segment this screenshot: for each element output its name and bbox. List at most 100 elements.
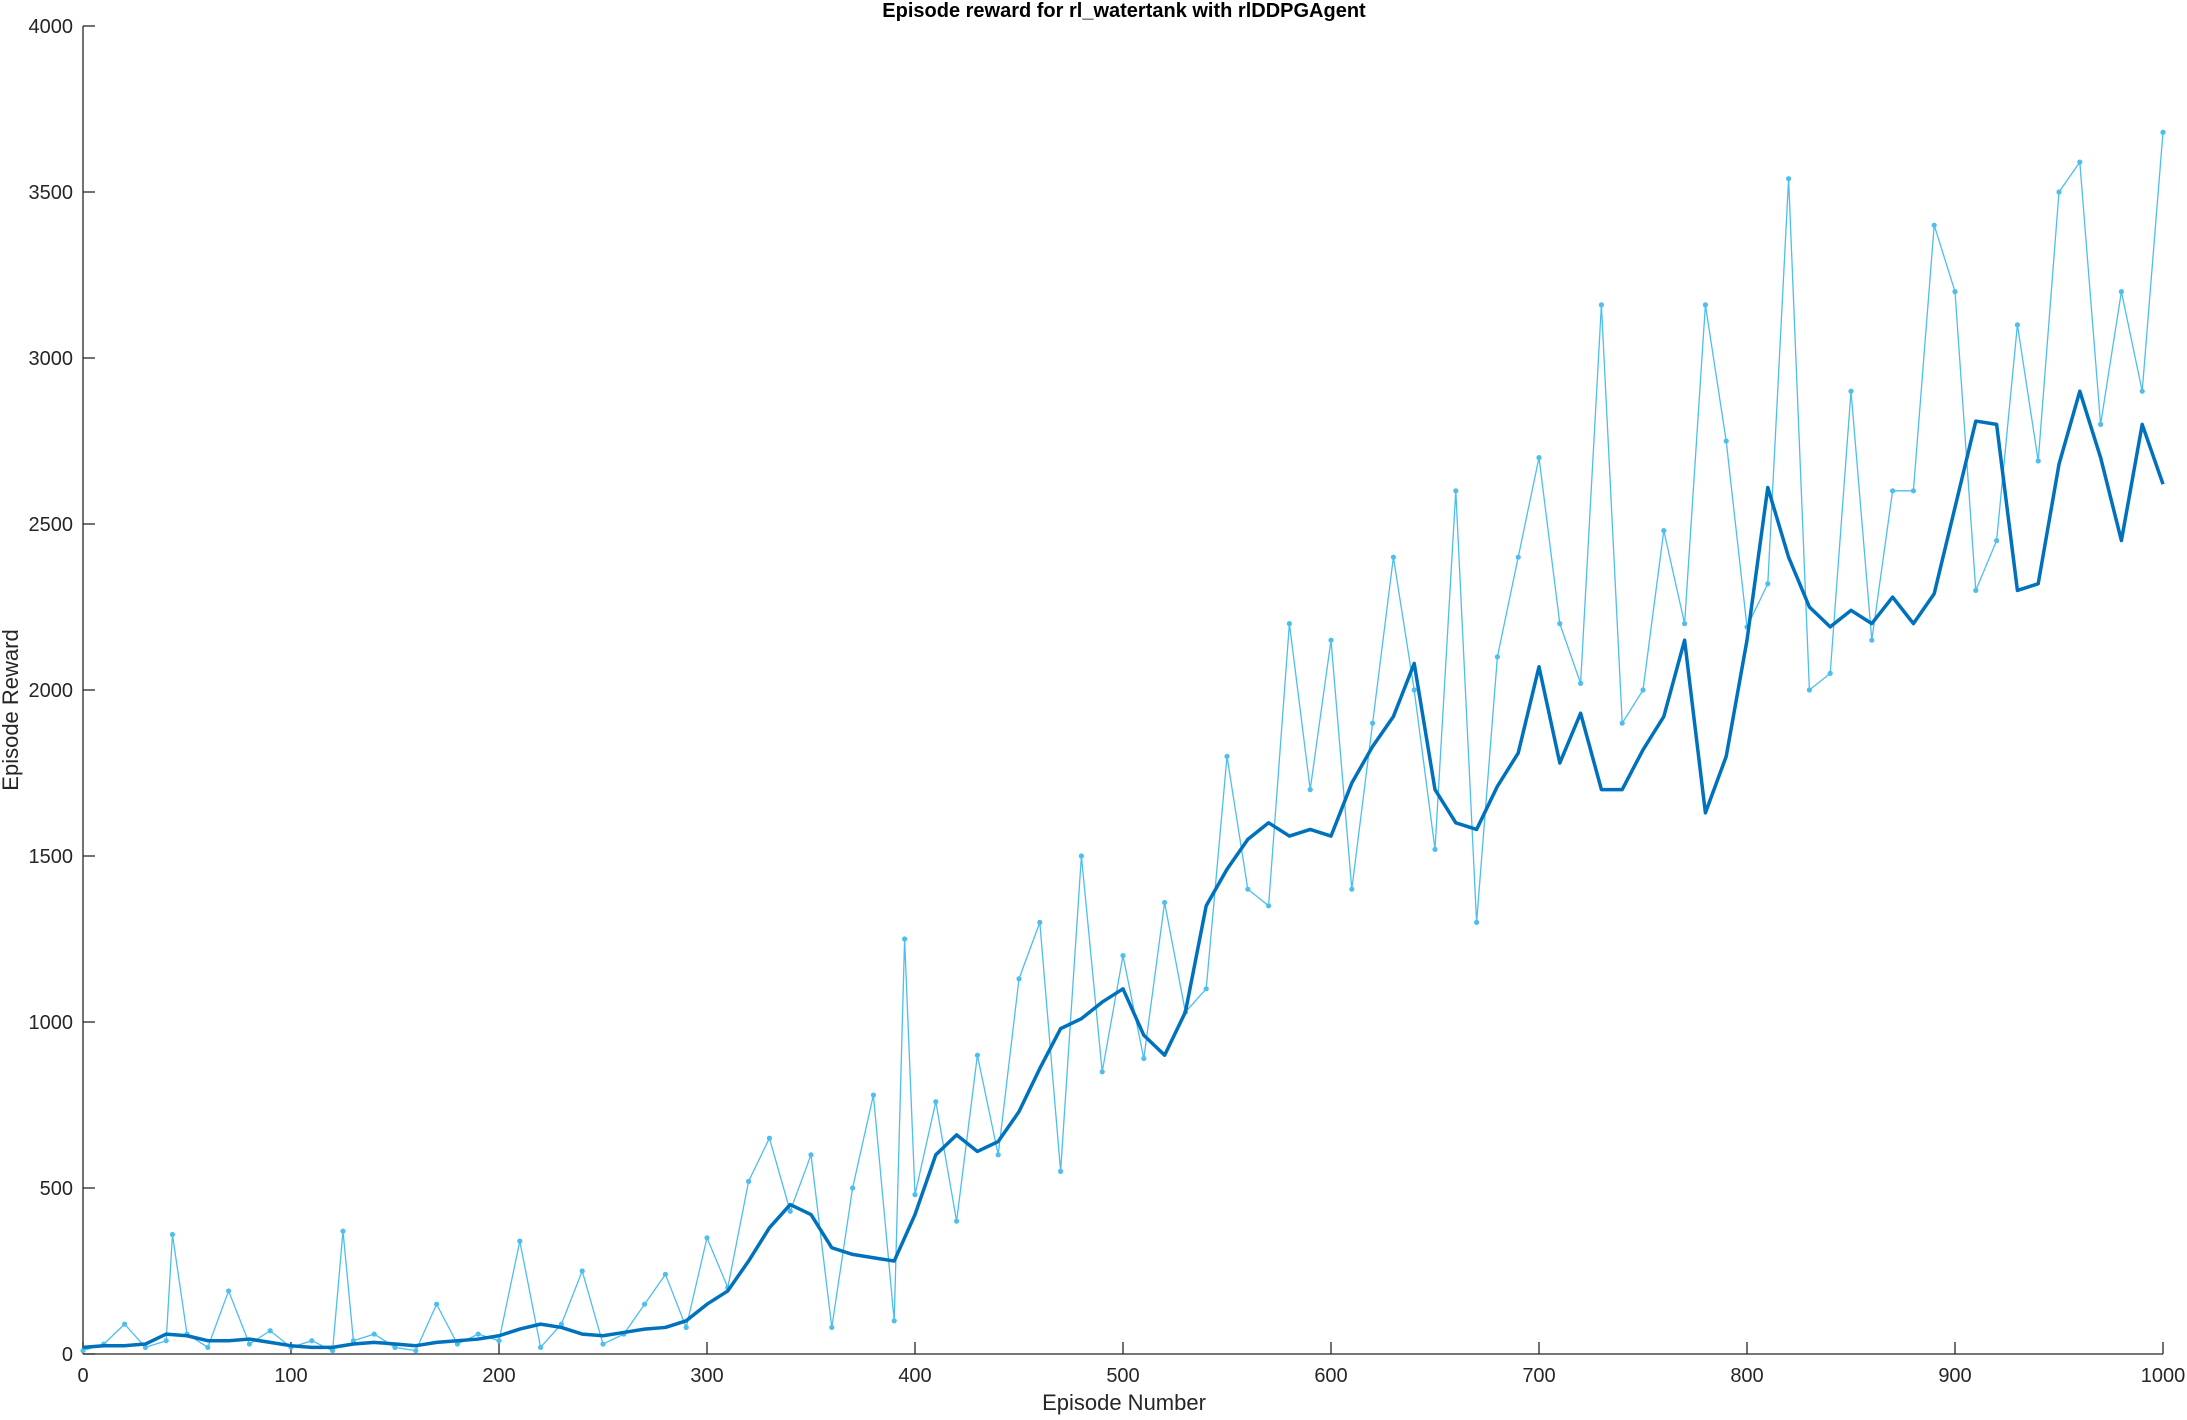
episode-reward-point (1536, 455, 1542, 461)
episode-reward-point (1058, 1168, 1064, 1174)
episode-reward-line (82, 132, 2164, 1352)
y-tick-label: 1500 (29, 846, 74, 868)
y-axis-label: Episode Reward (0, 629, 23, 790)
episode-reward-point (1141, 1055, 1147, 1062)
episode-reward-point (1328, 637, 1334, 643)
episode-reward-point (902, 936, 908, 942)
episode-reward-point (340, 1228, 346, 1234)
episode-reward-point (746, 1178, 752, 1184)
episode-reward-point (974, 1052, 981, 1058)
episode-reward-point (1494, 654, 1500, 660)
episode-reward-point (2160, 129, 2166, 135)
episode-reward-point (1224, 753, 1230, 760)
episode-reward-point (1598, 302, 1604, 308)
series-episode-reward (80, 129, 2166, 1354)
episode-reward-point (1016, 976, 1022, 982)
episode-reward-point (642, 1301, 648, 1307)
episode-reward-point (1349, 886, 1355, 892)
episode-reward-point (1661, 528, 1667, 534)
episode-reward-point (808, 1152, 814, 1158)
episode-reward-point (954, 1218, 960, 1224)
episode-reward-point (1994, 538, 2000, 544)
episode-reward-point (1848, 388, 1854, 394)
x-tick-label: 300 (690, 1365, 723, 1387)
chart-title: Episode reward for rl_watertank with rlD… (882, 0, 1366, 22)
episode-reward-point (475, 1331, 481, 1337)
x-tick-label: 500 (1106, 1365, 1139, 1387)
episode-reward-point (933, 1099, 939, 1105)
episode-reward-point (600, 1341, 606, 1347)
episode-reward-point (1286, 621, 1292, 627)
episode-reward-point (579, 1268, 585, 1274)
episode-reward-point (413, 1348, 419, 1354)
y-tick-label: 0 (62, 1344, 73, 1366)
episode-reward-point (434, 1301, 440, 1307)
episode-reward-point (995, 1152, 1001, 1158)
episode-reward-point (169, 1231, 176, 1238)
x-tick-label: 1000 (2141, 1365, 2186, 1387)
episode-reward-point (1515, 554, 1521, 560)
episode-reward-point (1640, 687, 1646, 693)
x-tick-label: 200 (482, 1365, 515, 1387)
episode-reward-point (1578, 680, 1584, 686)
x-tick-label: 900 (1938, 1365, 1971, 1387)
episode-reward-point (267, 1328, 273, 1334)
episode-reward-point (787, 1208, 793, 1214)
episode-reward-point (1765, 581, 1771, 587)
episode-reward-point (1890, 488, 1896, 494)
episode-reward-point (142, 1344, 148, 1350)
episode-reward-point (330, 1348, 336, 1354)
episode-reward-point (1078, 853, 1084, 859)
episode-reward-point (1952, 289, 1958, 295)
episode-reward-point (2139, 388, 2145, 394)
episode-reward-point (891, 1318, 897, 1324)
episode-reward-point (1827, 670, 1833, 677)
episode-reward-point (1390, 554, 1396, 560)
episode-reward-point (2056, 189, 2062, 195)
episode-reward-point (1370, 720, 1376, 726)
episode-reward-point (392, 1344, 398, 1350)
episode-reward-point (163, 1338, 169, 1344)
episode-reward-point (1474, 919, 1480, 926)
episode-reward-point (1203, 986, 1209, 992)
episode-reward-point (454, 1341, 460, 1347)
x-tick-label: 0 (77, 1365, 88, 1387)
episode-reward-point (2035, 458, 2041, 464)
episode-reward-point (766, 1135, 773, 1141)
episode-reward-point (1910, 488, 1916, 494)
episode-reward-point (1619, 720, 1625, 726)
y-tick-label: 3500 (29, 182, 74, 204)
average-reward-line (82, 389, 2165, 1350)
y-tick-label: 3000 (29, 348, 74, 370)
episode-reward-point (80, 1348, 86, 1354)
episode-reward-point (517, 1238, 523, 1244)
episode-reward-point (1432, 846, 1438, 852)
x-axis-label: Episode Number (1042, 1390, 1206, 1415)
x-tick-label: 100 (274, 1365, 307, 1387)
episode-reward-point (122, 1321, 128, 1327)
episode-reward-point (1162, 899, 1168, 906)
y-tick-label: 2000 (29, 680, 74, 702)
y-tick-label: 2500 (29, 514, 74, 536)
episode-reward-point (371, 1331, 377, 1337)
episode-reward-point (1099, 1069, 1105, 1075)
episode-reward-point (538, 1344, 544, 1350)
episode-reward-point (1307, 787, 1313, 793)
episode-reward-point (2098, 421, 2104, 427)
x-tick-label: 400 (898, 1365, 931, 1387)
episode-reward-point (2014, 322, 2020, 328)
episode-reward-point (1411, 687, 1417, 693)
episode-reward-point (870, 1092, 877, 1098)
axes: 0 100 200 300 400 500 600 700 800 900 1000 0 500 1000… (29, 16, 2186, 1387)
episode-reward-point (704, 1235, 710, 1241)
episode-reward-point (683, 1324, 689, 1331)
episode-reward-point (1723, 438, 1729, 444)
episode-reward-point (1453, 488, 1459, 494)
episode-reward-point (1702, 302, 1708, 308)
episode-reward-point (912, 1192, 918, 1198)
episode-reward-point (1786, 176, 1792, 182)
episode-reward-point (205, 1344, 211, 1350)
episode-reward-point (2077, 159, 2083, 165)
